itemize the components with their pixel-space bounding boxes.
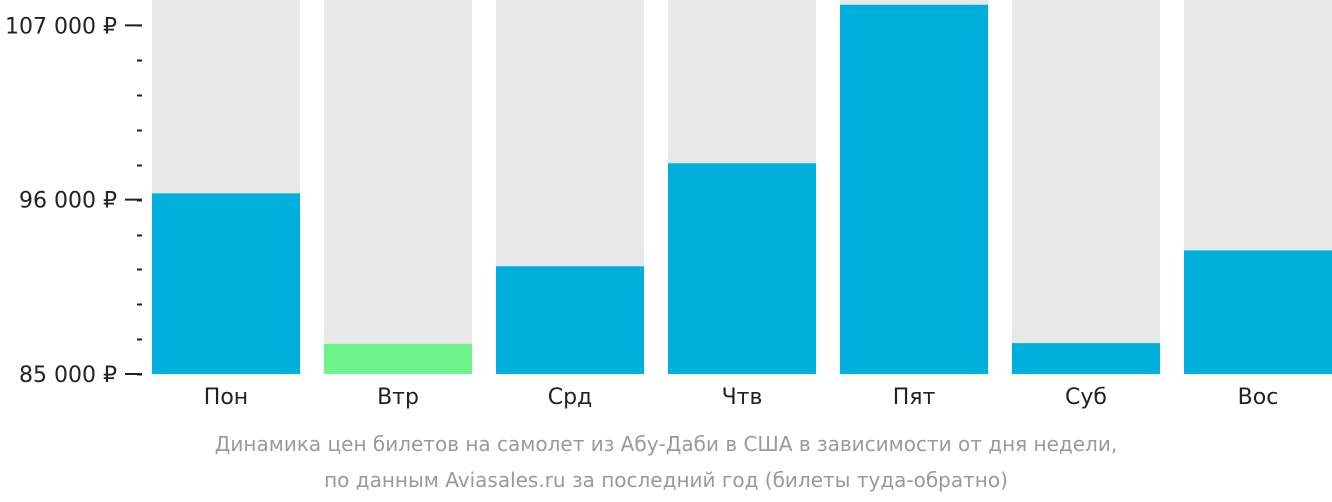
bar-3[interactable] [496, 266, 644, 374]
bar-4[interactable] [668, 163, 816, 374]
x-tick-label: Вос [1238, 385, 1279, 410]
x-tick-label: Пят [893, 385, 936, 410]
x-tick-label: Срд [548, 385, 593, 410]
chart-caption-line-2: по данным Aviasales.ru за последний год … [324, 468, 1008, 492]
bar-5[interactable] [840, 4, 988, 374]
bar-7[interactable] [1184, 250, 1332, 374]
bar-background [324, 0, 472, 374]
price-by-weekday-chart: 85 000 ₽ 96 000 ₽ 107 000 ₽ Пон Втр Срд Чтв Пя… [5, 0, 1332, 410]
bar-6[interactable] [1012, 343, 1160, 374]
x-axis: Пон Втр Срд Чтв Пят Суб Вос [204, 385, 1279, 410]
y-tick-label: 96 000 ₽ [19, 189, 117, 214]
y-tick-label: 85 000 ₽ [19, 363, 117, 388]
bar-background [1012, 0, 1160, 374]
bar-1[interactable] [152, 193, 300, 374]
bar-2[interactable] [324, 343, 472, 374]
x-tick-label: Суб [1065, 385, 1107, 410]
chart-caption-line-1: Динамика цен билетов на самолет из Абу-Д… [214, 432, 1118, 456]
x-tick-label: Втр [377, 385, 419, 410]
price-bars [152, 4, 1332, 374]
x-tick-label: Чтв [722, 385, 763, 410]
y-tick-label: 107 000 ₽ [5, 14, 117, 39]
x-tick-label: Пон [204, 385, 248, 410]
y-axis: 85 000 ₽ 96 000 ₽ 107 000 ₽ [5, 14, 142, 388]
